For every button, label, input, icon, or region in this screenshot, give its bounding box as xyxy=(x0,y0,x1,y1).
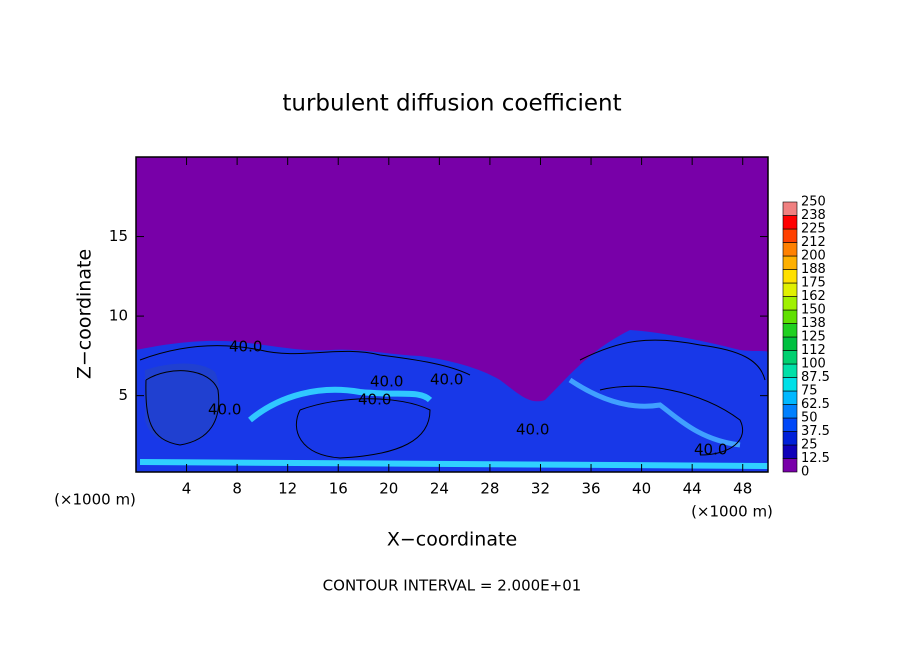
colorbar-label: 250 xyxy=(801,195,826,210)
colorbar-label: 62.5 xyxy=(801,397,830,412)
x-tick-label: 20 xyxy=(379,480,398,498)
colorbar-label: 150 xyxy=(801,303,826,318)
contour-label: 40.0 xyxy=(430,371,463,389)
colorbar-swatch xyxy=(782,336,798,351)
colorbar-swatch xyxy=(782,201,798,216)
colorbar-label: 238 xyxy=(801,208,826,223)
x-unit: (×1000 m) xyxy=(691,503,773,521)
colorbar-swatch xyxy=(782,309,798,324)
colorbar-swatch xyxy=(782,269,798,284)
field xyxy=(136,157,769,472)
colorbar-label: 87.5 xyxy=(801,370,830,385)
colorbar-label: 200 xyxy=(801,249,826,264)
colorbar-swatch xyxy=(782,323,798,338)
colorbar-swatch xyxy=(782,228,798,243)
colorbar-label: 138 xyxy=(801,316,826,331)
colorbar-label: 37.5 xyxy=(801,424,830,439)
colorbar-label: 25 xyxy=(801,438,818,453)
colorbar-swatch xyxy=(782,377,798,392)
field-streak xyxy=(139,459,769,469)
field-region xyxy=(145,363,220,444)
colorbar-label: 112 xyxy=(801,343,826,358)
colorbar-swatch xyxy=(782,363,798,378)
colorbar-label: 0 xyxy=(801,465,809,480)
field-streak xyxy=(248,386,433,423)
colorbar-swatch xyxy=(782,444,798,459)
field-streak xyxy=(568,377,741,448)
plot-frame xyxy=(135,156,769,473)
colorbar-swatch xyxy=(782,431,798,446)
contour-label: 40.0 xyxy=(229,338,262,356)
y-tick-label: 5 xyxy=(118,386,128,404)
contour-label: 40.0 xyxy=(516,421,549,439)
x-tick-label: 48 xyxy=(733,480,752,498)
colorbar-label: 225 xyxy=(801,222,826,237)
colorbar-swatch xyxy=(782,215,798,230)
contour-label: 40.0 xyxy=(370,373,403,391)
footer: CONTOUR INTERVAL = 2.000E+01 xyxy=(323,577,582,595)
colorbar-label: 75 xyxy=(801,384,818,399)
x-tick-label: 32 xyxy=(531,480,550,498)
colorbar-label: 50 xyxy=(801,411,818,426)
x-tick-label: 24 xyxy=(430,480,449,498)
y-tick-label: 15 xyxy=(109,227,128,245)
colorbar-swatch xyxy=(782,404,798,419)
colorbar-label: 188 xyxy=(801,262,826,277)
x-tick-label: 4 xyxy=(182,480,192,498)
field-region xyxy=(136,330,768,472)
colorbar-label: 162 xyxy=(801,289,826,304)
x-tick-label: 28 xyxy=(480,480,499,498)
x-tick-label: 12 xyxy=(278,480,297,498)
contour-label: 40.0 xyxy=(208,401,241,419)
colorbar-swatch xyxy=(782,458,798,473)
contour-line xyxy=(139,339,766,459)
colorbar-swatch xyxy=(782,390,798,405)
colorbar-swatch xyxy=(782,350,798,365)
colorbar-swatch xyxy=(782,282,798,297)
x-tick-label: 16 xyxy=(329,480,348,498)
x-axis-label: X−coordinate xyxy=(387,529,517,551)
colorbar-label: 175 xyxy=(801,276,826,291)
x-tick-label: 44 xyxy=(683,480,702,498)
colorbar-swatch xyxy=(782,255,798,270)
colorbar-label: 125 xyxy=(801,330,826,345)
x-tick-label: 8 xyxy=(232,480,242,498)
colorbar-swatch xyxy=(782,417,798,432)
contour-label: 40.0 xyxy=(358,391,391,409)
colorbar-swatch xyxy=(782,296,798,311)
colorbar-label: 100 xyxy=(801,357,826,372)
colorbar-label: 12.5 xyxy=(801,451,830,466)
y-tick-label: 10 xyxy=(109,307,128,325)
colorbar-label: 212 xyxy=(801,235,826,250)
colorbar-swatch xyxy=(782,242,798,257)
y-axis-label: Z−coordinate xyxy=(74,249,96,379)
contour-labels: 40.0 40.0 40.0 40.0 40.0 40.0 40.0 xyxy=(208,338,727,459)
x-tick-label: 36 xyxy=(581,480,600,498)
chart-title: turbulent diffusion coefficient xyxy=(282,91,621,117)
x-unit: (×1000 m) xyxy=(54,491,136,509)
x-tick-label: 40 xyxy=(632,480,651,498)
contour-label: 40.0 xyxy=(694,441,727,459)
